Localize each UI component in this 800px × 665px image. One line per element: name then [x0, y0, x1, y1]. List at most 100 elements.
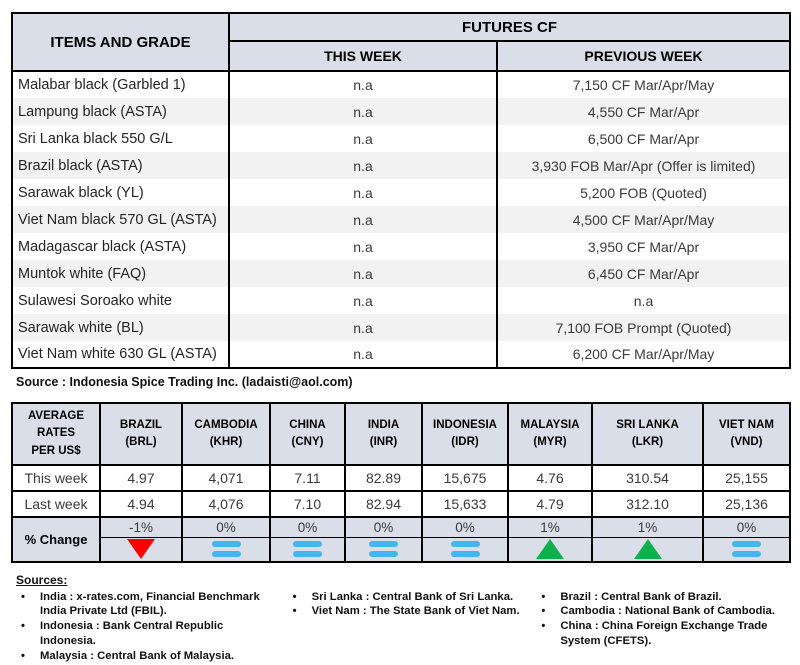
this-week-label: This week [11, 464, 101, 492]
futures-row: Malabar black (Garbled 1) n.a 7,150 CF M… [11, 71, 791, 98]
this-week-value-cell: n.a [228, 152, 498, 179]
rate-this-week-cell: 4,071 [181, 464, 271, 492]
rate-last-week-cell: 4,076 [181, 490, 271, 518]
futures-table: ITEMS AND GRADE FUTURES CF THIS WEEK PRE… [11, 12, 791, 369]
rate-last-week-cell: 312.10 [591, 490, 704, 518]
this-week-header: THIS WEEK [228, 40, 498, 72]
item-name-cell: Viet Nam black 570 GL (ASTA) [11, 206, 230, 233]
item-name-cell: Madagascar black (ASTA) [11, 233, 230, 260]
last-week-label: Last week [11, 490, 101, 518]
change-equal-icon [451, 541, 480, 557]
source-item: Indonesia : Bank Central Republic Indone… [16, 619, 288, 649]
change-equal-icon [369, 541, 398, 557]
this-week-value-cell: n.a [228, 206, 498, 233]
rate-last-week-cell: 7.10 [269, 490, 346, 518]
futures-row: Sarawak black (YL) n.a 5,200 FOB (Quoted… [11, 179, 791, 206]
change-indicator-cell [421, 536, 509, 563]
item-name-cell: Muntok white (FAQ) [11, 260, 230, 287]
source-item: Cambodia : National Bank of Cambodia. [536, 604, 790, 619]
futures-row: Madagascar black (ASTA) n.a 3,950 CF Mar… [11, 233, 791, 260]
source-item: India : x-rates.com, Financial Benchmark… [16, 590, 288, 620]
country-header-cell: SRI LANKA (LKR) [591, 402, 704, 466]
indicator-row [12, 536, 791, 563]
change-equal-icon [293, 541, 322, 557]
change-indicator-cell [269, 536, 346, 563]
rate-last-week-cell: 4.94 [99, 490, 183, 518]
futures-row: Muntok white (FAQ) n.a 6,450 CF Mar/Apr [11, 260, 791, 287]
source-item: Viet Nam : The State Bank of Viet Nam. [288, 604, 537, 619]
average-rates-header: AVERAGE RATES PER US$ [11, 402, 101, 466]
pct-change-label: % Change [11, 516, 101, 563]
rate-this-week-cell: 4.97 [99, 464, 183, 492]
item-name-cell: Viet Nam white 630 GL (ASTA) [11, 341, 230, 368]
country-header-cell: MALAYSIA (MYR) [507, 402, 593, 466]
sources-columns: India : x-rates.com, Financial Benchmark… [16, 590, 790, 665]
rate-this-week-cell: 7.11 [269, 464, 346, 492]
rate-this-week-cell: 310.54 [591, 464, 704, 492]
previous-week-value-cell: 3,930 FOB Mar/Apr (Offer is limited) [496, 152, 791, 179]
this-week-value-cell: n.a [228, 98, 498, 125]
sources-section: Sources: India : x-rates.com, Financial … [16, 573, 790, 665]
change-up-icon [536, 539, 564, 559]
source-item: Brazil : Central Bank of Brazil. [536, 590, 790, 605]
change-indicator-cell [99, 536, 183, 563]
previous-week-value-cell: 6,500 CF Mar/Apr [496, 125, 791, 152]
previous-week-value-cell: n.a [496, 287, 791, 314]
previous-week-header: PREVIOUS WEEK [496, 40, 791, 72]
item-name-cell: Sarawak black (YL) [11, 179, 230, 206]
pct-change-row: % Change -1% 0% 0% 0% 0% 1% 1% 0% [11, 516, 791, 563]
futures-row: Sarawak white (BL) n.a 7,100 FOB Prompt … [11, 314, 791, 341]
this-week-row: This week 4.97 4,071 7.11 82.89 15,675 4.76 31… [11, 464, 791, 492]
previous-week-value-cell: 4,550 CF Mar/Apr [496, 98, 791, 125]
rate-last-week-cell: 15,633 [421, 490, 509, 518]
pct-change-value-cell: -1% [99, 516, 183, 538]
source-item: China : China Foreign Exchange Trade Sys… [536, 619, 790, 649]
previous-week-value-cell: 5,200 FOB (Quoted) [496, 179, 791, 206]
previous-week-value-cell: 3,950 CF Mar/Apr [496, 233, 791, 260]
this-week-value-cell: n.a [228, 287, 498, 314]
this-week-value-cell: n.a [228, 341, 498, 368]
item-name-cell: Malabar black (Garbled 1) [11, 71, 230, 98]
this-week-value-cell: n.a [228, 260, 498, 287]
rates-header-row: AVERAGE RATES PER US$ BRAZIL (BRL) CAMBOD… [11, 402, 791, 466]
sources-col-1: India : x-rates.com, Financial Benchmark… [16, 590, 288, 665]
pct-change-value-cell: 0% [344, 516, 423, 538]
country-header-cell: VIET NAM (VND) [702, 402, 791, 466]
items-and-grade-header: ITEMS AND GRADE [11, 12, 230, 72]
source-note: Source : Indonesia Spice Trading Inc. (l… [16, 375, 353, 389]
previous-week-value-cell: 6,450 CF Mar/Apr [496, 260, 791, 287]
rate-this-week-cell: 82.89 [344, 464, 423, 492]
change-indicator-cell [507, 536, 593, 563]
futures-row: Viet Nam white 630 GL (ASTA) n.a 6,200 C… [11, 341, 791, 368]
this-week-value-cell: n.a [228, 71, 498, 98]
pct-change-value-cell: 1% [507, 516, 593, 538]
sources-col-2: Sri Lanka : Central Bank of Sri Lanka.Vi… [288, 590, 537, 665]
change-equal-icon [732, 541, 761, 557]
this-week-value-cell: n.a [228, 125, 498, 152]
change-indicator-cell [344, 536, 423, 563]
change-up-icon [633, 539, 662, 559]
pct-change-value-cell: 0% [702, 516, 791, 538]
change-indicator-cell [591, 536, 704, 563]
previous-week-value-cell: 7,100 FOB Prompt (Quoted) [496, 314, 791, 341]
pct-change-value-cell: 0% [421, 516, 509, 538]
this-week-value-cell: n.a [228, 179, 498, 206]
change-equal-icon [212, 541, 241, 557]
futures-row: Sri Lanka black 550 G/L n.a 6,500 CF Mar… [11, 125, 791, 152]
country-header-cell: INDONESIA (IDR) [421, 402, 509, 466]
sources-col-3: Brazil : Central Bank of Brazil.Cambodia… [536, 590, 790, 665]
country-header-cell: BRAZIL (BRL) [99, 402, 183, 466]
futures-header-row: ITEMS AND GRADE FUTURES CF [11, 12, 791, 72]
sources-heading: Sources: [16, 572, 68, 587]
previous-week-value-cell: 4,500 CF Mar/Apr/May [496, 206, 791, 233]
this-week-value-cell: n.a [228, 314, 498, 341]
pct-change-value-cell: 1% [591, 516, 704, 538]
item-name-cell: Sarawak white (BL) [11, 314, 230, 341]
item-name-cell: Lampung black (ASTA) [11, 98, 230, 125]
futures-row: Brazil black (ASTA) n.a 3,930 FOB Mar/Ap… [11, 152, 791, 179]
previous-week-value-cell: 7,150 CF Mar/Apr/May [496, 71, 791, 98]
item-name-cell: Sulawesi Soroako white [11, 287, 230, 314]
last-week-row: Last week 4.94 4,076 7.10 82.94 15,633 4.79 31… [11, 490, 791, 518]
futures-row: Sulawesi Soroako white n.a n.a [11, 287, 791, 314]
